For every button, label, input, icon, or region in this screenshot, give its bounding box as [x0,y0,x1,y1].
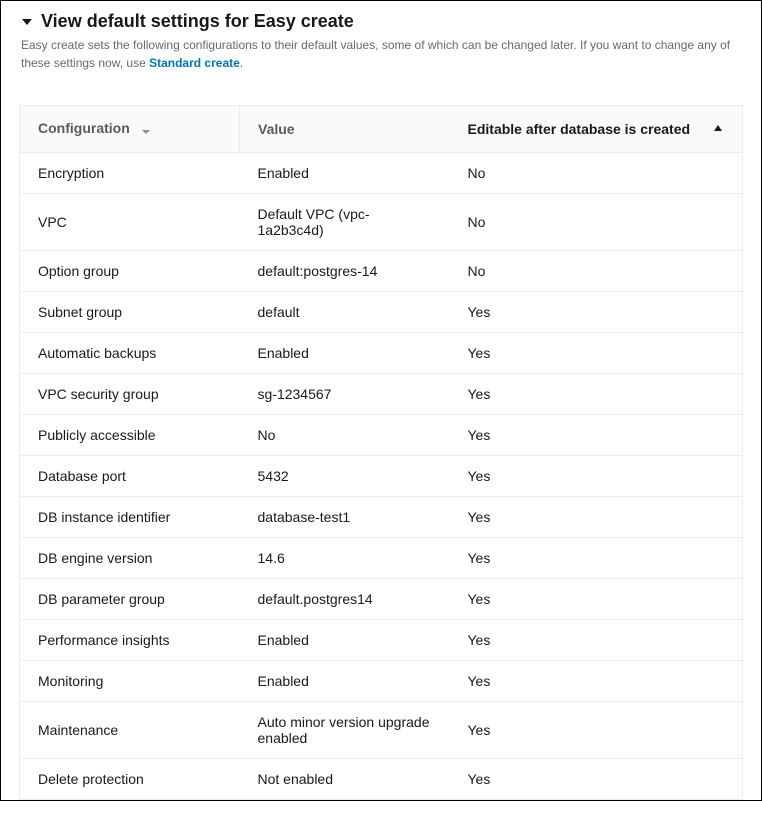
settings-table: Configuration Value Editable after datab… [19,105,743,800]
cell-configuration: Automatic backups [20,332,240,373]
cell-value: 5432 [240,455,450,496]
cell-configuration: Publicly accessible [20,414,240,455]
table-row: Automatic backupsEnabledYes [20,332,743,373]
table-row: EncryptionEnabledNo [20,152,743,193]
cell-editable: Yes [450,455,743,496]
cell-configuration: Delete protection [20,758,240,799]
cell-editable: Yes [450,758,743,799]
cell-configuration: VPC security group [20,373,240,414]
cell-editable: Yes [450,332,743,373]
cell-configuration: Database port [20,455,240,496]
col-header-editable[interactable]: Editable after database is created [450,106,743,153]
cell-editable: Yes [450,496,743,537]
standard-create-link[interactable]: Standard create [149,56,240,70]
cell-configuration: Maintenance [20,701,240,758]
cell-value: sg-1234567 [240,373,450,414]
cell-value: 14.6 [240,537,450,578]
cell-configuration: Subnet group [20,291,240,332]
cell-editable: Yes [450,701,743,758]
panel-title-row[interactable]: View default settings for Easy create [21,11,741,32]
panel-title: View default settings for Easy create [41,11,354,32]
table-row: Option groupdefault:postgres-14No [20,250,743,291]
cell-editable: No [450,193,743,250]
table-row: Publicly accessibleNoYes [20,414,743,455]
table-row: Performance insightsEnabledYes [20,619,743,660]
panel-description-text: Easy create sets the following configura… [21,38,730,70]
cell-value: Enabled [240,332,450,373]
cell-editable: Yes [450,619,743,660]
table-row: Database port5432Yes [20,455,743,496]
cell-editable: Yes [450,414,743,455]
cell-value: Enabled [240,660,450,701]
cell-editable: Yes [450,373,743,414]
cell-value: Auto minor version upgrade enabled [240,701,450,758]
panel-header: View default settings for Easy create Ea… [1,1,761,87]
cell-editable: Yes [450,578,743,619]
caret-down-icon [21,16,33,28]
sort-neutral-icon [140,121,152,138]
cell-editable: Yes [450,291,743,332]
col-header-configuration[interactable]: Configuration [20,106,240,153]
cell-value: Enabled [240,152,450,193]
cell-value: default:postgres-14 [240,250,450,291]
cell-value: Default VPC (vpc-1a2b3c4d) [240,193,450,250]
table-row: DB parameter groupdefault.postgres14Yes [20,578,743,619]
col-header-label: Value [258,121,295,137]
cell-value: No [240,414,450,455]
cell-editable: No [450,250,743,291]
cell-configuration: Monitoring [20,660,240,701]
easy-create-settings-panel: View default settings for Easy create Ea… [0,0,762,801]
col-header-label: Configuration [38,120,130,136]
table-row: MaintenanceAuto minor version upgrade en… [20,701,743,758]
cell-configuration: DB engine version [20,537,240,578]
table-header-row: Configuration Value Editable after datab… [20,106,743,153]
cell-configuration: Performance insights [20,619,240,660]
cell-configuration: DB instance identifier [20,496,240,537]
cell-value: default.postgres14 [240,578,450,619]
table-row: MonitoringEnabledYes [20,660,743,701]
table-row: DB instance identifierdatabase-test1Yes [20,496,743,537]
cell-editable: No [450,152,743,193]
panel-description: Easy create sets the following configura… [21,36,741,72]
col-header-label: Editable after database is created [468,121,691,137]
cell-value: Enabled [240,619,450,660]
table-row: VPC security groupsg-1234567Yes [20,373,743,414]
cell-configuration: Encryption [20,152,240,193]
panel-description-post: . [240,56,243,70]
cell-configuration: DB parameter group [20,578,240,619]
table-row: VPCDefault VPC (vpc-1a2b3c4d)No [20,193,743,250]
table-body: EncryptionEnabledNoVPCDefault VPC (vpc-1… [20,152,743,799]
cell-value: default [240,291,450,332]
cell-editable: Yes [450,660,743,701]
col-header-value[interactable]: Value [240,106,450,153]
table-row: DB engine version14.6Yes [20,537,743,578]
sort-asc-icon [712,121,724,137]
cell-configuration: VPC [20,193,240,250]
cell-value: database-test1 [240,496,450,537]
cell-value: Not enabled [240,758,450,799]
table-row: Delete protectionNot enabledYes [20,758,743,799]
cell-editable: Yes [450,537,743,578]
table-container: Configuration Value Editable after datab… [1,87,761,818]
cell-configuration: Option group [20,250,240,291]
table-row: Subnet groupdefaultYes [20,291,743,332]
